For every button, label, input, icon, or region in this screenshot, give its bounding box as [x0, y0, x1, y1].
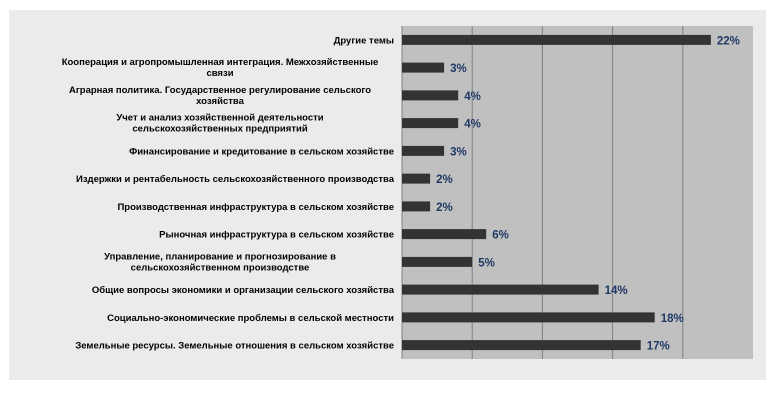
value-labels: 22% 3% 4% 4% 3% 2% 2% 6% 5% 14% 18% 17%: [436, 35, 740, 352]
value-label: 14%: [605, 285, 628, 297]
category-label: Управление, планирование и прогнозирован…: [104, 251, 336, 273]
category-label-line: сельскохозяйственных предприятий: [132, 124, 307, 135]
bar: [402, 90, 459, 101]
category-label: Кооперация и агропромышленная интеграция…: [62, 57, 379, 79]
category-label: Производственная инфраструктура в сельск…: [117, 202, 394, 213]
value-label: 4%: [464, 119, 481, 131]
category-label: Финансирование и кредитование в сельском…: [129, 146, 394, 157]
bar: [402, 256, 473, 267]
value-label: 5%: [478, 257, 495, 269]
category-label: Издержки и рентабельность сельскохозяйст…: [76, 174, 395, 185]
value-label: 17%: [647, 341, 670, 353]
value-label: 22%: [717, 35, 740, 47]
category-label: Рыночная инфраструктура в сельском хозяй…: [159, 230, 394, 241]
value-label: 4%: [464, 91, 481, 103]
value-label: 18%: [661, 313, 684, 325]
value-label: 2%: [436, 174, 453, 186]
category-label-line: хозяйства: [196, 96, 244, 107]
category-label-line: Кооперация и агропромышленная интеграция…: [62, 57, 379, 68]
category-label: Учет и анализ хозяйственной деятельности…: [116, 113, 323, 135]
value-label: 2%: [436, 202, 453, 214]
category-label-line: связи: [206, 68, 233, 79]
bar: [402, 201, 431, 212]
category-label-line: Учет и анализ хозяйственной деятельности: [116, 113, 323, 124]
value-label: 3%: [450, 146, 467, 158]
category-labels: Другие темы Кооперация и агропромышленная…: [62, 35, 395, 351]
bar: [402, 118, 459, 129]
category-label: Аграрная политика. Государственное регул…: [69, 85, 371, 107]
bar: [402, 34, 711, 45]
category-label-line: Управление, планирование и прогнозирован…: [104, 251, 336, 262]
bar: [402, 284, 599, 295]
value-label: 3%: [450, 63, 467, 75]
category-label-line: Аграрная политика. Государственное регул…: [69, 85, 371, 96]
category-label: Земельные ресурсы. Земельные отношения в…: [75, 341, 394, 352]
bar: [402, 62, 445, 73]
gridlines: [401, 26, 684, 359]
category-label: Другие темы: [334, 35, 394, 46]
bar: [402, 145, 445, 156]
bar: [402, 340, 641, 351]
bar: [402, 312, 655, 323]
bar: [402, 229, 487, 240]
bar: [402, 173, 431, 184]
category-label: Общие вопросы экономики и организации се…: [92, 285, 395, 296]
plot-area-background: [402, 26, 753, 359]
bars: [402, 34, 711, 351]
value-label: 6%: [492, 230, 509, 242]
category-label: Социально-экономические проблемы в сельс…: [107, 313, 394, 324]
category-label-line: сельскохозяйственном производстве: [131, 262, 310, 273]
